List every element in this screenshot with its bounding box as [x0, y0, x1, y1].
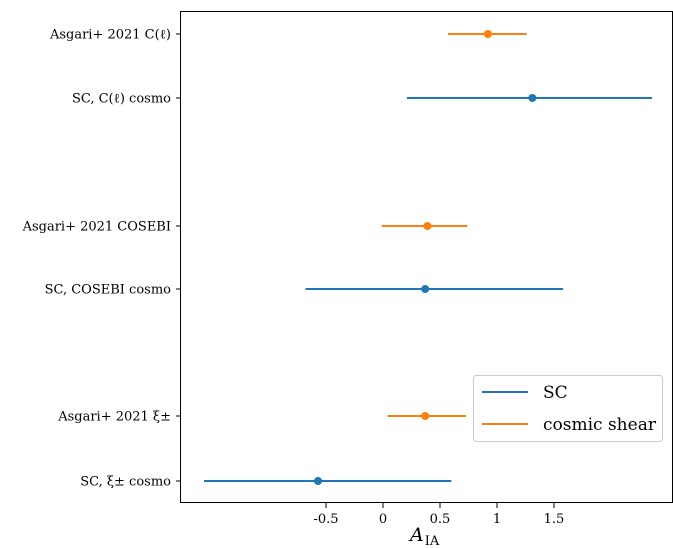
x-tick-label-3: 1: [493, 512, 501, 527]
legend: SC cosmic shear: [473, 375, 663, 442]
y-tick-label-2: Asgari+ 2021 COSEBI: [22, 220, 171, 235]
point-1: [528, 94, 537, 102]
x-tick-label-1: 0: [379, 512, 387, 527]
point-5: [314, 477, 323, 485]
y-tick-label-3: SC, COSEBI cosmo: [45, 283, 172, 298]
x-tick-label-4: 1.5: [544, 512, 565, 527]
point-0: [483, 30, 492, 38]
y-tick-label-0: Asgari+ 2021 C(ℓ): [49, 28, 171, 43]
x-axis-title: AIA: [408, 524, 440, 548]
y-tick-label-5: SC, ξ± cosmo: [80, 475, 171, 490]
point-2: [423, 222, 432, 230]
y-tick-label-1: SC, C(ℓ) cosmo: [72, 92, 171, 107]
x-tick-label-0: -0.5: [313, 512, 338, 527]
y-tick-label-4: Asgari+ 2021 ξ±: [57, 410, 171, 425]
legend-label-sc: SC: [543, 383, 568, 403]
legend-label-cosmic-shear: cosmic shear: [543, 415, 657, 435]
point-3: [421, 285, 430, 293]
point-4: [421, 412, 430, 420]
x-tick-label-2: 0.5: [430, 512, 451, 527]
